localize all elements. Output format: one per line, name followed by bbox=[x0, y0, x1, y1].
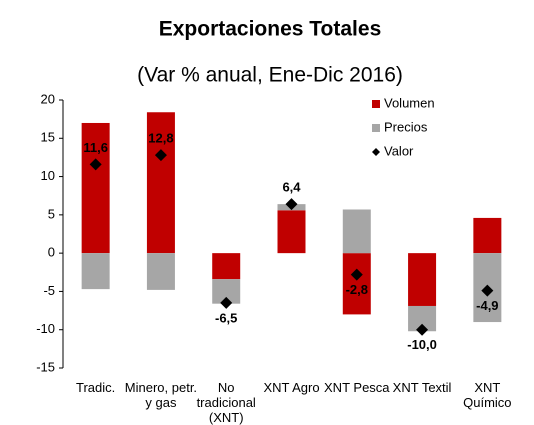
bar bbox=[81, 253, 110, 290]
marker bbox=[154, 149, 167, 162]
data-label: 11,6 bbox=[83, 140, 108, 155]
y-tick-label: -10 bbox=[36, 321, 55, 336]
chart-subtitle: (Var % anual, Ene-Dic 2016) bbox=[137, 64, 403, 87]
bar bbox=[81, 122, 110, 254]
bar bbox=[473, 217, 502, 254]
marker bbox=[220, 296, 233, 309]
bar bbox=[146, 253, 175, 290]
data-label: -2,8 bbox=[346, 282, 368, 297]
y-tick-label: 20 bbox=[41, 91, 55, 106]
marker bbox=[285, 198, 298, 211]
y-tick-label: 10 bbox=[41, 168, 55, 183]
legend-label: Valor bbox=[384, 143, 414, 158]
data-label: -6,5 bbox=[215, 310, 237, 325]
bar bbox=[146, 112, 175, 254]
data-label: 12,8 bbox=[148, 131, 173, 146]
chart-title: Exportaciones Totales bbox=[159, 18, 382, 41]
bar bbox=[342, 209, 371, 254]
data-label: 6,4 bbox=[282, 180, 301, 195]
bar bbox=[212, 253, 241, 280]
x-tick-label: Tradic. bbox=[76, 380, 116, 395]
x-tick-label: XNT Textil bbox=[392, 380, 452, 395]
y-tick-label: -15 bbox=[36, 359, 55, 374]
legend-swatch bbox=[372, 124, 380, 132]
y-tick-label: -5 bbox=[43, 283, 55, 298]
y-tick-label: 5 bbox=[48, 206, 55, 221]
marker bbox=[416, 323, 429, 336]
legend-label: Precios bbox=[384, 119, 428, 134]
bar bbox=[408, 253, 437, 306]
x-tick-label: No tradicional (XNT) bbox=[196, 380, 256, 425]
data-label: -4,9 bbox=[476, 298, 498, 313]
marker bbox=[481, 284, 494, 297]
y-tick-label: 15 bbox=[41, 130, 55, 145]
legend-marker bbox=[372, 148, 380, 156]
x-tick-label: XNT Pesca bbox=[324, 380, 390, 395]
y-tick-label: 0 bbox=[48, 245, 55, 260]
x-tick-label: XNT Agro bbox=[263, 380, 320, 395]
x-tick-label: Minero, petr. y gas bbox=[124, 380, 198, 410]
data-label: -10,0 bbox=[407, 337, 437, 352]
bar bbox=[342, 253, 371, 315]
legend-swatch bbox=[372, 100, 380, 108]
legend-label: Volumen bbox=[384, 95, 435, 110]
x-tick-label: XNT Químico bbox=[463, 380, 512, 410]
bar bbox=[277, 210, 306, 254]
marker bbox=[350, 268, 363, 281]
marker bbox=[89, 158, 102, 171]
